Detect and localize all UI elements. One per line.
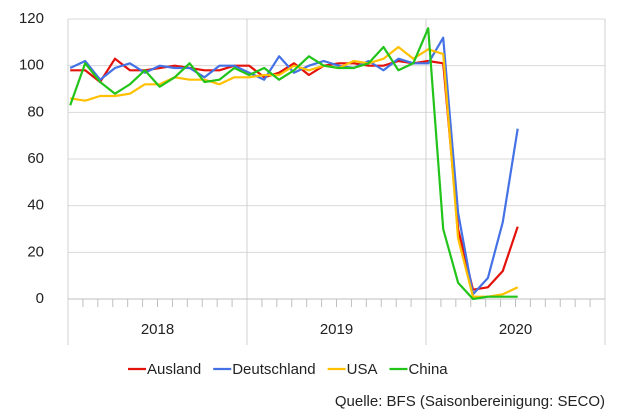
series-line (69, 36, 519, 296)
y-tick-label: 0 (36, 290, 44, 307)
y-tick-label: 60 (27, 150, 44, 167)
series-line (69, 27, 518, 301)
source-note: Quelle: BFS (Saisonbereinigung: SECO) (335, 393, 605, 410)
legend-label: Deutschland (232, 361, 315, 378)
series-line (70, 45, 519, 298)
legend-label: China (408, 361, 448, 378)
legend-label: Ausland (147, 361, 201, 378)
y-tick-label: 40 (27, 197, 44, 214)
y-tick-label: 100 (19, 57, 44, 74)
legend-label: USA (347, 361, 378, 378)
year-label: 2019 (320, 321, 353, 338)
y-tick-label: 80 (27, 103, 44, 120)
y-tick-label: 20 (27, 243, 44, 260)
year-label: 2020 (499, 321, 532, 338)
y-tick-label: 120 (19, 10, 44, 27)
year-label: 2018 (141, 321, 174, 338)
